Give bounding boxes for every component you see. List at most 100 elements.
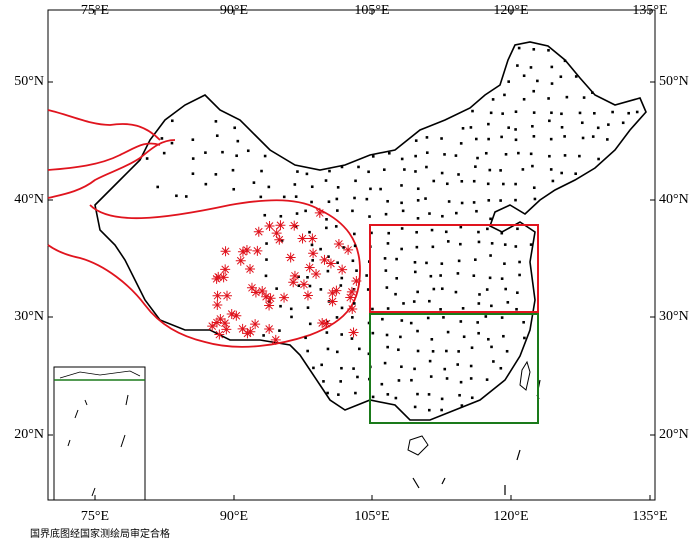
station-dot xyxy=(306,276,309,279)
plateau-station xyxy=(264,221,275,232)
plateau-station xyxy=(219,318,230,329)
plateau-station xyxy=(275,220,286,231)
station-dot xyxy=(400,247,403,251)
plateau-station xyxy=(250,319,261,330)
station-dot xyxy=(518,273,521,277)
station-dot xyxy=(460,201,464,205)
station-dot xyxy=(370,231,373,235)
station-dot xyxy=(322,380,325,383)
plateau-station xyxy=(261,291,272,302)
plateau-station xyxy=(220,264,231,275)
station-dot xyxy=(440,171,444,175)
station-dot xyxy=(522,74,526,78)
station-dot xyxy=(326,391,329,395)
station-dot xyxy=(504,287,507,291)
station-dot xyxy=(442,316,445,319)
plateau-station xyxy=(245,326,256,337)
station-dot xyxy=(549,137,553,141)
station-dot xyxy=(394,292,397,296)
station-dot xyxy=(430,228,434,232)
station-dot xyxy=(445,377,449,380)
station-dot xyxy=(335,316,339,319)
station-dot xyxy=(469,364,473,368)
station-dot xyxy=(162,151,166,155)
station-dot xyxy=(387,151,391,155)
station-dot xyxy=(358,347,361,351)
station-dot xyxy=(386,307,390,310)
plateau-station xyxy=(297,233,308,244)
station-dot xyxy=(533,197,537,201)
station-dot xyxy=(522,320,525,324)
station-dot xyxy=(325,218,328,221)
station-dot xyxy=(461,307,465,310)
station-dot xyxy=(221,150,224,154)
lon-label: 105°E xyxy=(354,3,389,18)
station-dot xyxy=(354,391,357,395)
station-dot xyxy=(310,185,314,189)
station-dot xyxy=(550,65,554,69)
station-dot xyxy=(459,320,463,323)
station-dot xyxy=(386,242,390,245)
station-dot xyxy=(204,182,208,186)
station-dot xyxy=(336,261,339,265)
station-dot xyxy=(514,198,517,202)
plateau-station xyxy=(241,245,252,256)
station-dot xyxy=(214,120,218,123)
station-dot xyxy=(306,349,309,353)
station-dot xyxy=(429,274,433,278)
station-dot xyxy=(191,172,195,176)
station-dot xyxy=(214,173,218,176)
station-dot xyxy=(484,315,488,318)
station-dot xyxy=(529,243,533,246)
station-dot xyxy=(413,270,417,274)
station-dot xyxy=(490,242,494,245)
plateau-station xyxy=(325,258,336,269)
station-dot xyxy=(365,197,369,201)
plateau-station xyxy=(250,287,261,298)
station-dot xyxy=(260,169,263,173)
station-dot xyxy=(441,214,444,218)
station-dot xyxy=(259,195,263,199)
station-dot xyxy=(320,363,323,367)
plateau-station xyxy=(214,329,225,340)
station-dot xyxy=(394,396,398,400)
station-dot xyxy=(414,170,417,173)
station-dot xyxy=(325,320,329,324)
plateau-station xyxy=(288,277,299,288)
station-dot xyxy=(355,269,358,272)
plateau-station xyxy=(317,317,328,328)
station-dot xyxy=(491,98,495,101)
station-dot xyxy=(383,361,387,365)
station-dot xyxy=(416,217,420,220)
station-dot xyxy=(469,377,473,380)
station-dot xyxy=(335,197,339,201)
station-dot xyxy=(383,257,387,260)
axis-labels: 75°E 75°E 90°E 90°E 105°E 105°E 120°E 120°E 135°… xyxy=(14,3,688,524)
inset-coast xyxy=(59,370,141,379)
station-dot xyxy=(416,392,419,396)
plateau-station xyxy=(222,290,233,301)
station-dot xyxy=(304,209,307,213)
lon-label: 90°E xyxy=(220,509,248,524)
station-dot xyxy=(489,254,492,257)
station-dot xyxy=(606,138,609,141)
station-dot xyxy=(476,156,479,160)
station-dot xyxy=(327,200,331,204)
station-dot xyxy=(470,396,474,400)
station-dot xyxy=(514,138,518,142)
station-dot xyxy=(368,215,371,218)
station-dot xyxy=(351,209,354,213)
station-dot xyxy=(547,48,550,52)
station-dot xyxy=(371,395,375,399)
station-dot xyxy=(416,290,419,294)
station-dot xyxy=(532,111,536,114)
station-dot xyxy=(529,66,533,69)
plateau-station xyxy=(307,233,318,244)
station-dot xyxy=(311,259,314,262)
station-dot xyxy=(523,336,526,340)
station-dot xyxy=(353,244,357,248)
station-dot xyxy=(471,109,474,113)
plateau-station xyxy=(351,275,362,286)
plateau-station xyxy=(252,245,263,256)
station-dot xyxy=(501,112,504,115)
